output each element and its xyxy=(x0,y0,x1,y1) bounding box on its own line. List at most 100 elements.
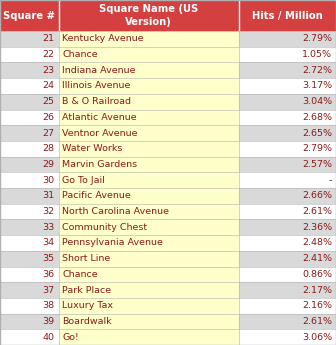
Text: -: - xyxy=(329,176,332,185)
Text: 29: 29 xyxy=(43,160,55,169)
Bar xyxy=(0,172,59,188)
Text: 32: 32 xyxy=(43,207,55,216)
Bar xyxy=(239,157,336,172)
Bar xyxy=(59,235,239,251)
Text: Atlantic Avenue: Atlantic Avenue xyxy=(62,113,137,122)
Bar xyxy=(59,47,239,62)
Text: Park Place: Park Place xyxy=(62,286,111,295)
Bar xyxy=(239,109,336,125)
Text: 30: 30 xyxy=(43,176,55,185)
Text: 39: 39 xyxy=(43,317,55,326)
Text: 2.79%: 2.79% xyxy=(302,34,332,43)
Bar xyxy=(0,314,59,329)
Bar xyxy=(59,157,239,172)
Text: Pacific Avenue: Pacific Avenue xyxy=(62,191,131,200)
Text: Marvin Gardens: Marvin Gardens xyxy=(62,160,137,169)
Bar xyxy=(0,282,59,298)
Text: Illinois Avenue: Illinois Avenue xyxy=(62,81,130,90)
Bar xyxy=(59,329,239,345)
Text: 3.17%: 3.17% xyxy=(302,81,332,90)
Text: Chance: Chance xyxy=(62,50,98,59)
Bar xyxy=(0,62,59,78)
Bar xyxy=(59,204,239,219)
Bar xyxy=(59,109,239,125)
Bar xyxy=(59,78,239,94)
Bar xyxy=(59,172,239,188)
Text: 22: 22 xyxy=(43,50,55,59)
Text: Community Chest: Community Chest xyxy=(62,223,147,232)
Text: 34: 34 xyxy=(43,238,55,247)
Text: 35: 35 xyxy=(43,254,55,263)
Bar xyxy=(59,125,239,141)
Text: Indiana Avenue: Indiana Avenue xyxy=(62,66,136,75)
Bar xyxy=(0,266,59,282)
Text: 2.65%: 2.65% xyxy=(302,129,332,138)
Bar xyxy=(0,298,59,314)
Text: 33: 33 xyxy=(43,223,55,232)
Bar xyxy=(59,94,239,110)
Text: 26: 26 xyxy=(43,113,55,122)
Bar xyxy=(239,47,336,62)
Bar xyxy=(239,266,336,282)
Text: 2.68%: 2.68% xyxy=(302,113,332,122)
Bar xyxy=(59,0,239,31)
Text: Boardwalk: Boardwalk xyxy=(62,317,112,326)
Text: Square #: Square # xyxy=(3,11,55,20)
Text: Hits / Million: Hits / Million xyxy=(252,11,323,20)
Text: 2.41%: 2.41% xyxy=(302,254,332,263)
Text: B & O Railroad: B & O Railroad xyxy=(62,97,131,106)
Text: 0.86%: 0.86% xyxy=(302,270,332,279)
Text: 21: 21 xyxy=(43,34,55,43)
Text: 24: 24 xyxy=(43,81,55,90)
Text: Kentucky Avenue: Kentucky Avenue xyxy=(62,34,144,43)
Text: 36: 36 xyxy=(43,270,55,279)
Bar xyxy=(239,251,336,266)
Bar xyxy=(239,31,336,47)
Bar xyxy=(0,0,59,31)
Bar xyxy=(239,204,336,219)
Text: 25: 25 xyxy=(43,97,55,106)
Text: North Carolina Avenue: North Carolina Avenue xyxy=(62,207,169,216)
Text: Luxury Tax: Luxury Tax xyxy=(62,301,113,310)
Bar xyxy=(239,172,336,188)
Bar xyxy=(239,78,336,94)
Text: 2.72%: 2.72% xyxy=(302,66,332,75)
Bar xyxy=(59,141,239,157)
Bar xyxy=(0,141,59,157)
Bar xyxy=(239,235,336,251)
Text: 2.79%: 2.79% xyxy=(302,144,332,153)
Text: 27: 27 xyxy=(43,129,55,138)
Text: 2.61%: 2.61% xyxy=(302,207,332,216)
Text: Water Works: Water Works xyxy=(62,144,123,153)
Bar xyxy=(239,329,336,345)
Text: Chance: Chance xyxy=(62,270,98,279)
Text: 28: 28 xyxy=(43,144,55,153)
Bar xyxy=(0,125,59,141)
Text: Square Name (US
Version): Square Name (US Version) xyxy=(99,4,198,27)
Bar xyxy=(59,298,239,314)
Text: Ventnor Avenue: Ventnor Avenue xyxy=(62,129,138,138)
Bar xyxy=(239,141,336,157)
Bar xyxy=(59,188,239,204)
Bar xyxy=(239,0,336,31)
Text: 2.57%: 2.57% xyxy=(302,160,332,169)
Bar xyxy=(239,94,336,110)
Bar xyxy=(239,62,336,78)
Bar xyxy=(0,219,59,235)
Text: Go!: Go! xyxy=(62,333,79,342)
Bar xyxy=(239,219,336,235)
Text: Go To Jail: Go To Jail xyxy=(62,176,105,185)
Bar xyxy=(0,31,59,47)
Text: 2.36%: 2.36% xyxy=(302,223,332,232)
Bar xyxy=(239,125,336,141)
Text: 2.16%: 2.16% xyxy=(302,301,332,310)
Bar xyxy=(59,251,239,266)
Bar xyxy=(239,314,336,329)
Bar xyxy=(0,251,59,266)
Text: Pennsylvania Avenue: Pennsylvania Avenue xyxy=(62,238,163,247)
Bar xyxy=(0,204,59,219)
Text: Short Line: Short Line xyxy=(62,254,111,263)
Bar xyxy=(0,78,59,94)
Text: 2.17%: 2.17% xyxy=(302,286,332,295)
Bar xyxy=(0,235,59,251)
